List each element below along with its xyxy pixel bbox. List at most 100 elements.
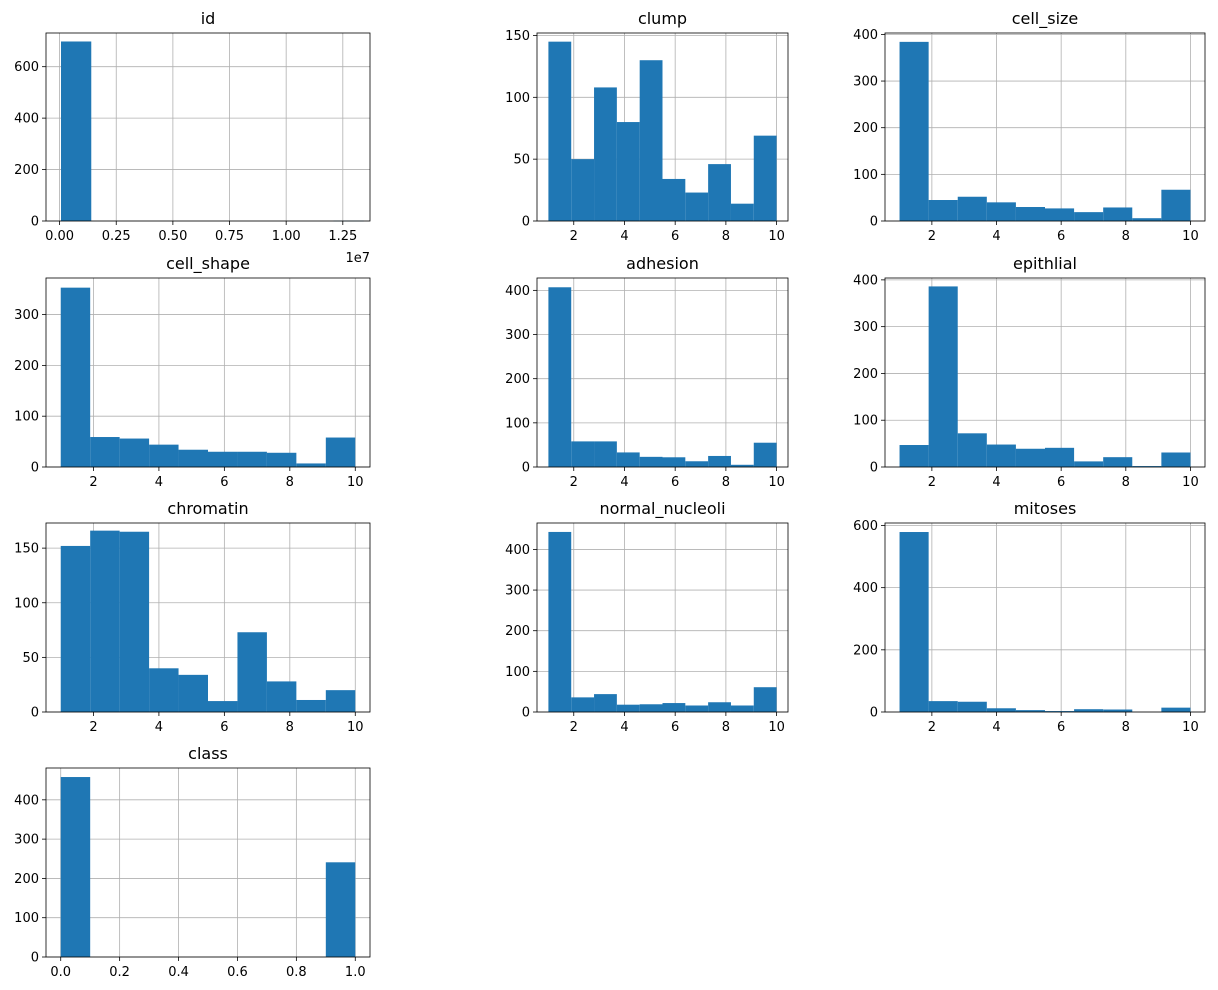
y-tick-label: 0 xyxy=(522,461,530,476)
x-tick-label: 10 xyxy=(347,720,364,735)
histogram-bar xyxy=(1074,461,1104,467)
histogram-bar xyxy=(708,702,731,712)
y-tick-label: 200 xyxy=(14,872,39,887)
histogram-bar xyxy=(90,437,120,467)
histogram-bar xyxy=(708,164,731,221)
y-tick-label: 100 xyxy=(853,414,878,429)
x-tick-label: 8 xyxy=(722,720,730,735)
x-tick-label: 8 xyxy=(722,475,730,490)
x-tick-label: 6 xyxy=(671,229,679,244)
y-tick-label: 400 xyxy=(853,581,878,596)
histogram-bar xyxy=(1103,709,1133,712)
histogram-bar xyxy=(1132,466,1162,467)
axes-frame xyxy=(536,32,789,222)
y-tick-label: 400 xyxy=(505,543,530,558)
y-tick-label: 200 xyxy=(853,367,878,382)
x-tick-label: 2 xyxy=(89,475,97,490)
x-tick-label: 6 xyxy=(220,720,228,735)
y-tick-label: 100 xyxy=(14,911,39,926)
y-tick-label: 200 xyxy=(505,624,530,639)
histogram-bar xyxy=(928,701,958,712)
histogram-bar xyxy=(1045,208,1075,221)
y-tick-label: 200 xyxy=(14,359,39,374)
histogram-bar xyxy=(616,452,640,467)
histogram-bar xyxy=(1015,207,1045,221)
histogram-bar xyxy=(957,196,987,221)
histogram-bar xyxy=(1045,711,1075,712)
subplot-title: cell_size xyxy=(1012,9,1079,29)
axes-frame xyxy=(45,277,371,468)
histogram-bar xyxy=(1161,707,1191,712)
histogram-bar xyxy=(1132,218,1162,221)
x-tick-label: 6 xyxy=(220,475,228,490)
histogram-bar xyxy=(548,41,572,221)
x-tick-label: 10 xyxy=(768,475,785,490)
x-tick-label: 6 xyxy=(671,475,679,490)
subplot-title: normal_nucleoli xyxy=(599,499,725,519)
y-tick-label: 100 xyxy=(505,91,530,106)
histogram-bar xyxy=(548,287,572,467)
axes-frame xyxy=(45,522,371,713)
histogram-bar xyxy=(986,202,1016,221)
x-tick-label: 1.0 xyxy=(345,965,366,980)
x-tick-label: 0.25 xyxy=(102,229,131,244)
y-tick-label: 100 xyxy=(853,168,878,183)
x-tick-label: 6 xyxy=(1057,720,1065,735)
histogram-bar xyxy=(266,452,297,467)
x-tick-label: 8 xyxy=(286,475,294,490)
x-tick-label: 6 xyxy=(1057,475,1065,490)
histogram-bar xyxy=(928,200,958,221)
y-tick-label: 50 xyxy=(513,153,530,168)
histogram-bar xyxy=(1015,448,1045,467)
x-tick-label: 10 xyxy=(1182,475,1199,490)
histogram-bar xyxy=(957,433,987,467)
histogram-bar xyxy=(685,705,709,712)
x-tick-label: 10 xyxy=(768,229,785,244)
y-tick-label: 150 xyxy=(505,29,530,44)
histogram-bar xyxy=(296,463,326,467)
histogram-bar xyxy=(60,777,91,957)
x-tick-label: 4 xyxy=(155,720,163,735)
x-tick-label: 0.8 xyxy=(286,965,307,980)
histogram-bar xyxy=(899,532,929,712)
histogram-bar xyxy=(571,697,595,712)
y-tick-label: 100 xyxy=(505,416,530,431)
histogram-bar xyxy=(60,41,92,222)
x-tick-label: 2 xyxy=(928,229,936,244)
histogram-bar xyxy=(1045,447,1075,467)
x-tick-label: 4 xyxy=(155,475,163,490)
x-tick-label: 0.50 xyxy=(158,229,187,244)
histogram-bar xyxy=(899,41,929,221)
histogram-bar xyxy=(90,530,120,712)
histogram-bar xyxy=(662,703,686,712)
y-tick-label: 400 xyxy=(14,112,39,127)
histogram-bar xyxy=(730,464,754,467)
histogram-bar xyxy=(571,441,595,467)
subplot-title: clump xyxy=(638,9,687,28)
subplot-title: mitoses xyxy=(1014,499,1077,518)
x-tick-label: 8 xyxy=(286,720,294,735)
histogram-bar xyxy=(548,531,572,712)
axes-frame xyxy=(884,32,1206,222)
axes-frame xyxy=(884,277,1206,468)
histogram-bar xyxy=(178,674,208,712)
histogram-bar xyxy=(594,694,617,712)
subplot-id: 0.00 0.25 0.50 0.75 1.00 1.25 0 200 400 600 id 1e7 xyxy=(14,9,371,266)
histogram-bar xyxy=(594,441,617,467)
y-tick-label: 400 xyxy=(853,273,878,288)
x-tick-label: 1.00 xyxy=(272,229,301,244)
x-tick-label: 6 xyxy=(671,720,679,735)
x-axis-offset-label: 1e7 xyxy=(345,251,370,266)
x-tick-label: 4 xyxy=(992,475,1000,490)
histogram-bar xyxy=(639,60,663,221)
x-tick-label: 2 xyxy=(89,720,97,735)
y-tick-label: 200 xyxy=(853,121,878,136)
histogram-bar xyxy=(119,531,150,712)
histogram-bar xyxy=(149,444,179,467)
histogram-bar xyxy=(957,701,987,712)
histogram-bar xyxy=(325,690,356,712)
y-tick-label: 300 xyxy=(853,320,878,335)
